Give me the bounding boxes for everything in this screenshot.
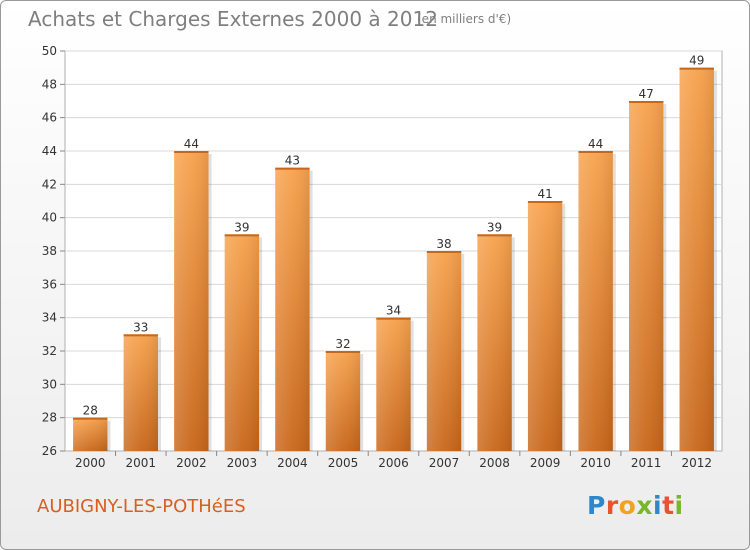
chart-unit: (en milliers d'€) bbox=[417, 12, 512, 26]
value-label: 39 bbox=[234, 220, 249, 234]
bar-top-edge bbox=[426, 251, 462, 253]
y-tick-label: 28 bbox=[42, 411, 57, 425]
logo-letter: x bbox=[636, 491, 653, 520]
logo-letter: i bbox=[653, 491, 663, 520]
x-tick-label: 2009 bbox=[530, 456, 561, 470]
bar-highlight bbox=[123, 334, 158, 451]
x-tick-label: 2008 bbox=[479, 456, 510, 470]
bar-highlight bbox=[679, 67, 714, 452]
value-label: 39 bbox=[487, 220, 502, 234]
value-label: 43 bbox=[285, 154, 300, 168]
x-tick-label: 2007 bbox=[429, 456, 460, 470]
logo-letter: P bbox=[587, 491, 606, 520]
bar-top-edge bbox=[629, 101, 664, 103]
value-label: 41 bbox=[537, 187, 552, 201]
y-axis-ticks: 26 28 30 32 34 36 38 40 42 44 46 48 50 bbox=[42, 44, 65, 458]
value-label: 28 bbox=[83, 404, 98, 418]
y-tick-label: 32 bbox=[42, 344, 57, 358]
x-tick-label: 2000 bbox=[75, 456, 106, 470]
logo-letter: t bbox=[662, 491, 675, 520]
x-axis-ticks: 2000 2001 2002 2003 2004 2005 2006 2007 2008 2009… bbox=[75, 451, 712, 470]
data-labels: 28 33 44 39 43 32 34 38 39 41 44 47 49 bbox=[83, 54, 705, 418]
y-tick-label: 48 bbox=[42, 77, 57, 91]
bar-highlight bbox=[275, 167, 310, 451]
bar-top-edge bbox=[527, 201, 563, 203]
bar-highlight bbox=[224, 234, 260, 451]
x-tick-label: 2003 bbox=[227, 456, 258, 470]
y-tick-label: 40 bbox=[42, 211, 57, 225]
y-tick-label: 50 bbox=[42, 44, 57, 58]
x-tick-label: 2006 bbox=[378, 456, 409, 470]
x-tick-label: 2010 bbox=[580, 456, 611, 470]
bar-highlight bbox=[325, 351, 361, 451]
bar-highlight bbox=[477, 234, 512, 451]
bar-top-edge bbox=[376, 317, 411, 320]
value-label: 47 bbox=[639, 87, 654, 101]
bar-highlight bbox=[629, 101, 664, 451]
x-tick-label: 2001 bbox=[126, 456, 157, 470]
x-tick-label: 2011 bbox=[631, 456, 662, 470]
y-tick-label: 42 bbox=[42, 177, 57, 191]
bar-highlight bbox=[174, 151, 209, 451]
logo-letter: i bbox=[674, 491, 684, 520]
value-label: 49 bbox=[689, 54, 704, 68]
x-tick-label: 2005 bbox=[328, 456, 359, 470]
x-tick-label: 2012 bbox=[681, 456, 712, 470]
x-tick-label: 2002 bbox=[176, 456, 207, 470]
bars bbox=[73, 67, 717, 452]
bar-top-edge bbox=[224, 234, 260, 237]
chart-title: Achats et Charges Externes 2000 à 2012 bbox=[28, 7, 438, 31]
logo-letter: o bbox=[618, 491, 637, 520]
y-tick-label: 44 bbox=[42, 144, 57, 158]
value-label: 34 bbox=[386, 304, 401, 318]
bar-highlight bbox=[426, 251, 462, 451]
y-tick-label: 36 bbox=[42, 277, 57, 291]
y-tick-label: 30 bbox=[42, 377, 57, 391]
bar-highlight bbox=[527, 201, 563, 451]
x-tick-label: 2004 bbox=[277, 456, 308, 470]
bar-highlight bbox=[73, 417, 108, 451]
bar-top-edge bbox=[123, 334, 158, 337]
y-tick-label: 34 bbox=[42, 311, 57, 325]
bar-top-edge bbox=[578, 151, 613, 153]
bar-top-edge bbox=[325, 351, 361, 353]
bar-top-edge bbox=[477, 234, 512, 237]
y-tick-label: 38 bbox=[42, 244, 57, 258]
bar-top-edge bbox=[275, 167, 310, 170]
bar-top-edge bbox=[679, 67, 714, 70]
value-label: 38 bbox=[436, 237, 451, 251]
commune-name: AUBIGNY-LES-POTHéES bbox=[37, 496, 246, 517]
value-label: 33 bbox=[133, 320, 148, 334]
value-label: 32 bbox=[335, 337, 350, 351]
y-tick-label: 46 bbox=[42, 111, 57, 125]
bar-highlight bbox=[376, 317, 411, 451]
logo-letter: r bbox=[605, 491, 619, 520]
proxiti-logo: Proxiti bbox=[587, 491, 684, 520]
y-tick-label: 26 bbox=[42, 444, 57, 458]
bar-top-edge bbox=[73, 417, 108, 420]
bar-highlight bbox=[578, 151, 613, 451]
value-label: 44 bbox=[184, 137, 199, 151]
bar-top-edge bbox=[174, 151, 209, 153]
value-label: 44 bbox=[588, 137, 603, 151]
